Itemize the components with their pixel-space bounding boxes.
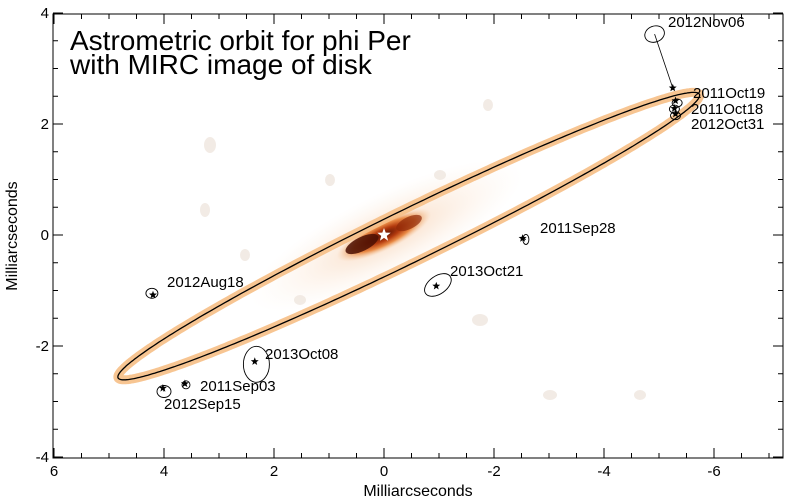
y-tick-label: 4 bbox=[41, 5, 49, 22]
error-ellipse bbox=[424, 273, 452, 297]
error-ellipse bbox=[181, 380, 191, 390]
y-tick-label: -2 bbox=[36, 338, 49, 355]
x-tick-label: 2 bbox=[270, 463, 278, 480]
epoch-label: 2013Oct08 bbox=[265, 346, 338, 363]
x-tick-label: 6 bbox=[50, 463, 58, 480]
image-noise bbox=[634, 390, 646, 400]
chart-title-line-2: with MIRC image of disk bbox=[69, 49, 373, 80]
model-position-star bbox=[180, 379, 189, 388]
y-tick-label: -4 bbox=[36, 449, 49, 466]
primary-star-marker bbox=[377, 228, 391, 241]
x-tick-label: -2 bbox=[487, 463, 500, 480]
x-tick-label: -4 bbox=[597, 463, 610, 480]
error-ellipse bbox=[156, 385, 172, 398]
image-noise bbox=[472, 314, 488, 326]
plot-axes bbox=[52, 13, 784, 459]
model-position-star bbox=[149, 290, 157, 299]
epoch-label: 2011Sep28 bbox=[540, 220, 616, 237]
error-ellipse bbox=[644, 25, 665, 43]
model-position-star bbox=[670, 104, 679, 112]
epoch-label: 2011Oct19 bbox=[693, 85, 765, 102]
error-ellipse bbox=[145, 287, 159, 299]
image-noise bbox=[325, 174, 335, 186]
plot-frame bbox=[52, 13, 784, 459]
disk-lobe bbox=[396, 214, 422, 232]
model-position-star bbox=[518, 234, 527, 242]
epoch-label: 2011Sep03 bbox=[200, 378, 276, 395]
epoch-label: 2012Nov06 bbox=[668, 14, 745, 31]
model-position-star bbox=[668, 83, 677, 92]
y-tick-label: 0 bbox=[41, 227, 49, 244]
residual-line bbox=[654, 33, 674, 89]
image-noise bbox=[204, 137, 216, 153]
x-axis-title: Milliarcseconds bbox=[363, 483, 472, 500]
model-position-star bbox=[250, 357, 259, 365]
error-ellipse bbox=[671, 98, 683, 108]
model-position-star bbox=[432, 281, 441, 290]
chart-title-line-1: Astrometric orbit for phi Per bbox=[70, 25, 411, 56]
epoch-label: 2012Aug18 bbox=[167, 274, 244, 291]
orbit-line bbox=[117, 91, 701, 381]
epoch-label: 2013Oct21 bbox=[450, 263, 523, 280]
model-position-star bbox=[671, 96, 680, 105]
error-ellipse bbox=[242, 345, 270, 383]
y-axis-title: Milliarcseconds bbox=[4, 181, 21, 290]
image-noise bbox=[543, 390, 557, 400]
epoch-label: 2012Oct31 bbox=[691, 116, 764, 133]
x-tick-label: 4 bbox=[160, 463, 168, 480]
image-noise bbox=[200, 203, 210, 217]
model-position-star bbox=[671, 109, 680, 118]
x-tick-label: 0 bbox=[380, 463, 388, 480]
orbit-curve bbox=[113, 87, 705, 385]
epoch-label: 2012Sep15 bbox=[164, 396, 241, 413]
image-noise bbox=[240, 249, 250, 261]
y-tick-label: 2 bbox=[41, 116, 49, 133]
axis-ticks: 6 4 2 0 -2 -4 -6 4 2 0 -2 -4 bbox=[36, 5, 783, 480]
image-noise bbox=[483, 99, 493, 111]
model-position-star bbox=[158, 384, 167, 392]
disk-lobe bbox=[345, 233, 379, 255]
epoch-label: 2011Oct18 bbox=[691, 101, 763, 118]
image-noise bbox=[294, 295, 306, 305]
x-tick-label: -6 bbox=[707, 463, 720, 480]
image-noise bbox=[434, 170, 446, 180]
